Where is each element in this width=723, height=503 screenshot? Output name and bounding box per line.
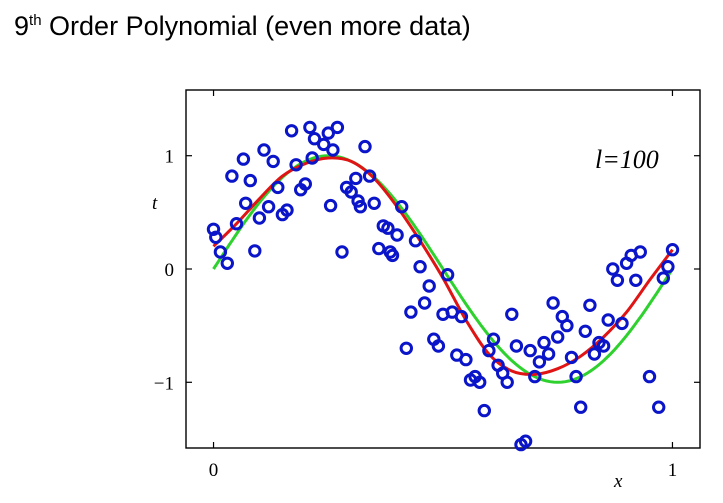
y-axis-label: t xyxy=(152,193,158,214)
y-tick-label: 1 xyxy=(165,147,175,168)
data-point xyxy=(284,124,299,138)
data-point xyxy=(335,245,349,259)
data-point xyxy=(422,279,436,293)
data-point xyxy=(656,271,670,285)
data-point xyxy=(431,339,446,353)
data-point xyxy=(652,400,666,414)
data-point xyxy=(578,324,592,338)
axis-ticks xyxy=(186,90,700,448)
data-point xyxy=(289,158,303,172)
data-point xyxy=(243,173,258,188)
data-point xyxy=(323,198,338,213)
data-point xyxy=(367,196,381,211)
data-point xyxy=(601,313,615,327)
data-point xyxy=(385,248,400,263)
data-point xyxy=(665,243,680,257)
data-point xyxy=(307,132,322,146)
data-point xyxy=(399,341,413,355)
data-point xyxy=(610,273,625,287)
data-point xyxy=(298,177,312,191)
tick-labels: 0 1 −1 0 1 xyxy=(154,147,677,481)
data-point xyxy=(569,369,583,384)
data-point xyxy=(413,260,427,274)
x-tick-label: 0 xyxy=(209,460,219,481)
data-point xyxy=(523,343,537,358)
data-point xyxy=(248,244,262,258)
data-point xyxy=(661,260,675,274)
data-point xyxy=(500,375,514,389)
x-tick-label: 1 xyxy=(668,460,678,481)
data-point xyxy=(541,347,556,361)
data-point xyxy=(229,217,244,231)
data-point xyxy=(629,273,643,287)
data-point xyxy=(372,241,386,256)
data-point xyxy=(518,434,533,448)
data-point xyxy=(266,154,280,169)
data-point xyxy=(633,245,647,259)
data-point xyxy=(326,143,340,157)
data-point xyxy=(560,318,574,333)
slide-title-number: 9 xyxy=(14,11,30,41)
data-point xyxy=(528,369,542,384)
data-point xyxy=(583,298,597,312)
data-point xyxy=(486,332,501,346)
data-point xyxy=(482,343,496,358)
data-point xyxy=(358,139,372,154)
data-point xyxy=(344,185,358,199)
slide-title: 9th Order Polynomial (even more data) xyxy=(14,10,471,44)
y-tick-label: 0 xyxy=(165,260,175,281)
data-point xyxy=(564,350,579,365)
data-point xyxy=(454,309,469,324)
data-point xyxy=(459,352,473,367)
data-point xyxy=(353,200,368,214)
data-point xyxy=(349,171,363,186)
data-point xyxy=(225,169,239,183)
data-point xyxy=(505,307,519,321)
data-point xyxy=(362,169,377,183)
data-point xyxy=(532,355,547,369)
sample-size-annotation: l=100 xyxy=(595,145,659,174)
data-point xyxy=(440,268,455,282)
data-point xyxy=(321,126,335,140)
data-point xyxy=(252,211,267,225)
data-point xyxy=(305,151,319,165)
data-point xyxy=(574,400,588,414)
data-point xyxy=(303,120,317,135)
data-point xyxy=(606,262,620,276)
data-point xyxy=(261,200,276,214)
data-point xyxy=(280,203,294,217)
data-point xyxy=(473,375,487,389)
data-point xyxy=(213,245,228,259)
data-point xyxy=(390,228,404,242)
data-point xyxy=(551,330,565,344)
data-point xyxy=(546,296,560,310)
data-points-layer xyxy=(206,120,680,452)
data-point xyxy=(257,143,271,157)
x-axis-label: x xyxy=(613,471,623,492)
data-point xyxy=(404,305,418,319)
data-point xyxy=(408,234,423,248)
data-point xyxy=(236,152,251,166)
data-point xyxy=(417,296,432,310)
slide-title-text: Order Polynomial (even more data) xyxy=(41,11,471,41)
data-point xyxy=(509,339,524,353)
data-point xyxy=(596,339,611,353)
data-point xyxy=(220,256,235,270)
data-point xyxy=(206,222,221,237)
data-point xyxy=(587,347,602,361)
data-point xyxy=(239,196,253,211)
data-point xyxy=(271,180,285,195)
data-point xyxy=(209,230,223,245)
data-point xyxy=(615,316,629,331)
data-point xyxy=(330,120,345,135)
slide-title-ordinal: th xyxy=(29,12,42,29)
data-point xyxy=(642,369,657,384)
data-point xyxy=(317,137,331,152)
data-point xyxy=(381,221,395,235)
data-point xyxy=(477,403,491,418)
data-point xyxy=(395,200,409,214)
y-tick-label: −1 xyxy=(154,373,174,394)
data-point xyxy=(537,335,551,350)
